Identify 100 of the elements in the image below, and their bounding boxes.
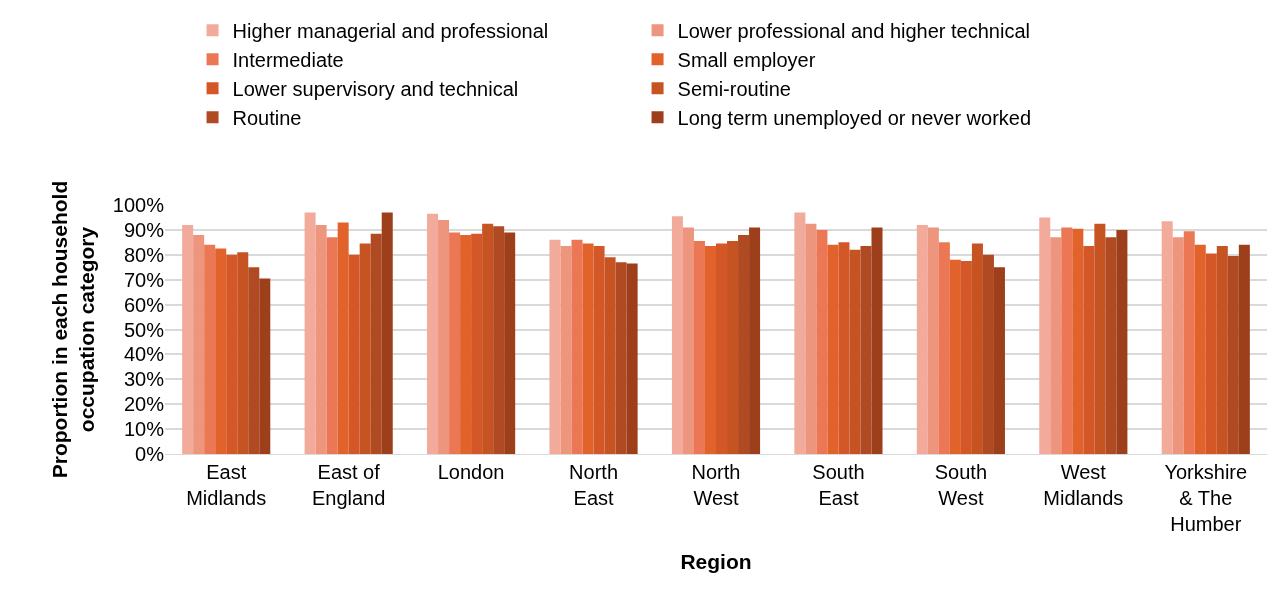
y-tick-label: 20% xyxy=(123,393,165,416)
bar xyxy=(460,234,472,454)
y-tick-label: 30% xyxy=(123,368,165,391)
bar xyxy=(370,233,382,454)
bar xyxy=(248,267,260,454)
bar xyxy=(1161,221,1173,454)
bar xyxy=(226,254,238,454)
bar xyxy=(204,244,216,454)
legend-label: Lower professional and higher technical xyxy=(677,20,1030,43)
x-axis-title: Region xyxy=(680,550,752,574)
bar xyxy=(182,224,194,454)
bar xyxy=(438,219,450,454)
y-axis-title: Proportion in each household occupation category xyxy=(47,180,98,479)
bar xyxy=(482,223,494,454)
bar xyxy=(427,213,439,454)
x-tick-label: North East xyxy=(569,461,619,509)
legend-label: Lower supervisory and technical xyxy=(232,78,519,101)
bar xyxy=(1172,237,1184,454)
bar xyxy=(1094,223,1106,454)
x-tick-label: South West xyxy=(934,461,988,509)
legend-label: Semi-routine xyxy=(677,78,791,101)
bar xyxy=(615,262,627,454)
bar xyxy=(604,257,616,454)
y-tick-label: 90% xyxy=(123,218,165,241)
bar xyxy=(727,241,739,454)
bar xyxy=(949,259,961,454)
y-tick-label: 10% xyxy=(123,418,165,441)
bar xyxy=(1205,253,1217,454)
y-tick-label: 50% xyxy=(123,318,165,341)
bar xyxy=(738,234,750,454)
legend-label: Long term unemployed or never worked xyxy=(677,107,1032,130)
bar xyxy=(359,243,371,454)
bar xyxy=(571,239,583,454)
y-tick-label: 0% xyxy=(135,443,165,465)
bar xyxy=(1061,227,1073,454)
bar xyxy=(960,261,972,454)
legend-label: Small employer xyxy=(677,49,816,72)
bar xyxy=(337,222,349,454)
bar xyxy=(916,224,928,454)
legend-label: Higher managerial and professional xyxy=(232,20,549,43)
bar xyxy=(504,232,516,454)
bar xyxy=(805,223,817,454)
x-tick-label: London xyxy=(437,461,505,483)
bar xyxy=(1194,244,1206,454)
bar xyxy=(1105,237,1117,454)
bar xyxy=(838,242,850,454)
bar xyxy=(849,249,861,454)
bar xyxy=(938,242,950,454)
x-tick-label: Yorkshire & The Humber xyxy=(1164,461,1248,535)
bar xyxy=(348,254,360,454)
y-tick-label: 60% xyxy=(123,293,165,316)
x-tick-label: East of England xyxy=(311,461,386,509)
y-tick-label: 80% xyxy=(123,243,165,266)
x-tick-label: North West xyxy=(691,461,741,509)
bar xyxy=(560,246,572,454)
bar xyxy=(716,243,728,454)
bar xyxy=(1216,246,1228,454)
bar xyxy=(1039,217,1051,454)
bar xyxy=(304,212,316,454)
bar xyxy=(1083,246,1095,454)
bar xyxy=(927,227,939,454)
bar xyxy=(671,216,683,454)
x-tick-label: South East xyxy=(812,461,865,509)
bar xyxy=(1050,237,1062,454)
bar xyxy=(582,243,594,454)
bar xyxy=(1183,231,1195,454)
legend-label: Intermediate xyxy=(232,49,344,72)
bar xyxy=(193,234,205,454)
bar xyxy=(749,227,761,454)
bar xyxy=(1227,256,1239,454)
bar xyxy=(971,243,983,454)
bar xyxy=(1116,229,1128,454)
bar xyxy=(593,246,605,454)
bar xyxy=(381,212,393,454)
bar xyxy=(259,278,271,454)
legend-label: Routine xyxy=(232,107,302,130)
bar xyxy=(871,227,883,454)
bar xyxy=(315,224,327,454)
bar xyxy=(471,233,483,454)
bar xyxy=(860,246,872,454)
bar xyxy=(816,229,828,454)
y-tick-label: 100% xyxy=(112,194,165,216)
bar xyxy=(982,254,994,454)
bar xyxy=(993,267,1005,454)
bar xyxy=(682,227,694,454)
bar xyxy=(1238,244,1250,454)
bar xyxy=(449,232,461,454)
bar xyxy=(493,226,505,454)
x-tick-label: East Midlands xyxy=(186,461,267,509)
y-tick-label: 70% xyxy=(123,268,165,291)
bar xyxy=(693,241,705,454)
y-tick-label: 40% xyxy=(123,343,165,366)
bar xyxy=(827,244,839,454)
bar xyxy=(215,248,227,454)
bar xyxy=(237,252,249,454)
bar xyxy=(326,237,338,454)
x-tick-label: West Midlands xyxy=(1043,461,1124,509)
bar xyxy=(704,246,716,454)
bar xyxy=(626,263,638,454)
bar xyxy=(1072,228,1084,454)
